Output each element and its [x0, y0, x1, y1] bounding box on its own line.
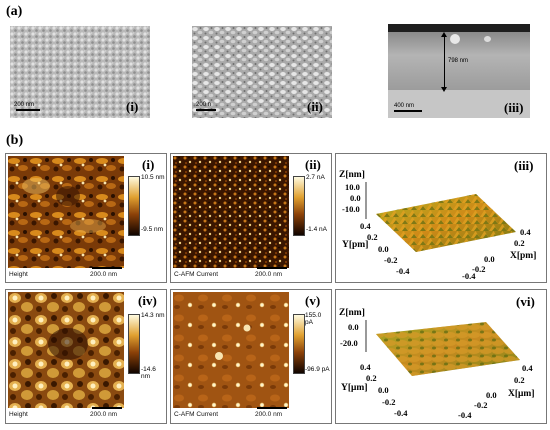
colorbar: [128, 314, 140, 374]
panel-label: (iii): [514, 158, 534, 173]
colorbar-max: 14.3 nm: [141, 312, 165, 319]
scale-bar-label: 200 n: [196, 102, 212, 108]
colorbar-min: -14.6 nm: [141, 366, 156, 380]
colorbar-min: -1.4 nA: [306, 226, 327, 233]
scale-bar-label: 200.0 nm: [255, 271, 283, 278]
afm-image: [8, 292, 124, 408]
colorbar-max: 155.0 pA: [305, 312, 322, 326]
y-tick: -0.2: [382, 397, 396, 407]
x-tick: -0.4: [458, 410, 472, 420]
scale-bar: [92, 407, 122, 409]
colorbar: [128, 176, 140, 236]
thickness-label: 798 nm: [448, 58, 469, 64]
x-tick: 0.4: [522, 363, 533, 373]
x-axis-label: X[μm]: [508, 389, 535, 399]
section-b-label: (b): [6, 133, 24, 148]
scale-bar-label: 200.0 nm: [90, 271, 118, 278]
afm-panel-v: 155.0 pA -96.9 pA (v) C-AFM Current 200.…: [170, 289, 332, 424]
panel-label: (i): [142, 157, 155, 172]
y-tick: 0.0: [378, 385, 389, 395]
panel-label: (vi): [516, 294, 535, 309]
x-tick: -0.4: [462, 271, 476, 281]
scale-bar: [257, 407, 287, 409]
z-tick: -10.0: [342, 204, 360, 214]
scale-bar-label: 200.0 nm: [90, 411, 118, 418]
z-axis-label: Z[nm]: [339, 170, 365, 180]
image-caption: Height: [9, 271, 28, 278]
colorbar-max: 10.5 nm: [141, 174, 165, 181]
afm-image: [8, 156, 124, 268]
colorbar-min: -96.9 pA: [305, 366, 330, 373]
x-tick: 0.0: [486, 390, 497, 400]
afm-panel-ii: 2.7 nA -1.4 nA (ii) C-AFM Current 200.0 …: [170, 153, 332, 283]
panel-label: (i): [126, 99, 139, 114]
y-axis-label: Y[μm]: [341, 383, 368, 393]
image-caption: C-AFM Current: [174, 271, 219, 278]
x-tick: -0.2: [472, 264, 486, 274]
panel-label: (ii): [307, 99, 323, 114]
sem-texture-ii: [192, 26, 332, 118]
colorbar-min: -9.5 nm: [141, 226, 164, 233]
substrate-layer: [388, 90, 530, 118]
x-tick: 0.4: [520, 227, 531, 237]
y-tick: 0.0: [378, 244, 389, 254]
z-tick: -20.0: [340, 338, 358, 348]
x-tick: 0.2: [514, 238, 525, 248]
panel-label: (iii): [504, 100, 524, 115]
scale-bar-label: 200.0 nm: [255, 411, 283, 418]
x-tick: -0.2: [474, 400, 488, 410]
y-tick: -0.2: [384, 255, 398, 265]
image-caption: C-AFM Current: [174, 411, 219, 418]
scale-bar: [92, 267, 122, 269]
scale-bar-label: 400 nm: [394, 103, 415, 109]
surface-mesh: [365, 182, 516, 252]
y-tick: -0.4: [394, 408, 408, 418]
panel-label: (iv): [138, 293, 157, 308]
afm-panel-iv: 14.3 nm -14.6 nm (iv) Height 200.0 nm: [5, 289, 167, 424]
y-tick: 0.4: [360, 362, 371, 372]
surface-plot-vi: (vi) Z[nm] 0.0 -20.0 0.4 0.2 Y[μm] 0.0 -…: [335, 289, 547, 424]
thickness-arrow: [444, 34, 445, 90]
sem-panel-i: 200 nm (i): [10, 26, 150, 118]
scale-bar: [16, 109, 40, 111]
afm-panel-i: 10.5 nm -9.5 nm (i) Height 200.0 nm: [5, 153, 167, 283]
x-tick: 0.2: [514, 375, 525, 385]
scale-bar-label: 200 nm: [14, 102, 35, 108]
surface-plot-iii: (iii) Z[nm] 10.0 0.0 -10.0 0.4 0.2 Y[pm]…: [335, 153, 547, 283]
scale-bar: [257, 267, 287, 269]
sem-texture-i: [10, 26, 150, 118]
y-axis-label: Y[pm]: [342, 240, 369, 250]
panel-label: (ii): [305, 157, 321, 172]
colorbar: [293, 314, 305, 374]
scale-bar: [196, 109, 216, 111]
y-tick: 0.2: [366, 373, 377, 383]
z-tick: 10.0: [345, 182, 360, 192]
panel-label: (v): [305, 293, 321, 308]
scale-bar: [394, 110, 422, 112]
z-tick: 0.0: [350, 193, 361, 203]
section-a-label: (a): [6, 4, 23, 19]
image-caption: Height: [9, 411, 28, 418]
colorbar-max: 2.7 nA: [306, 174, 325, 181]
sem-panel-ii: 200 n (ii): [192, 26, 332, 118]
y-tick: -0.4: [396, 266, 410, 276]
z-tick: 0.0: [348, 322, 359, 332]
surface-mesh: [365, 320, 520, 376]
colorbar: [293, 176, 305, 236]
afm-image: [173, 292, 289, 408]
y-tick: 0.4: [360, 221, 371, 231]
afm-image: [173, 156, 289, 268]
z-axis-label: Z[nm]: [339, 308, 365, 318]
x-tick: 0.0: [484, 254, 495, 264]
y-tick: 0.2: [367, 232, 378, 242]
x-axis-label: X[pm]: [510, 251, 537, 261]
sem-panel-iii: 798 nm 400 nm (iii): [388, 24, 530, 118]
